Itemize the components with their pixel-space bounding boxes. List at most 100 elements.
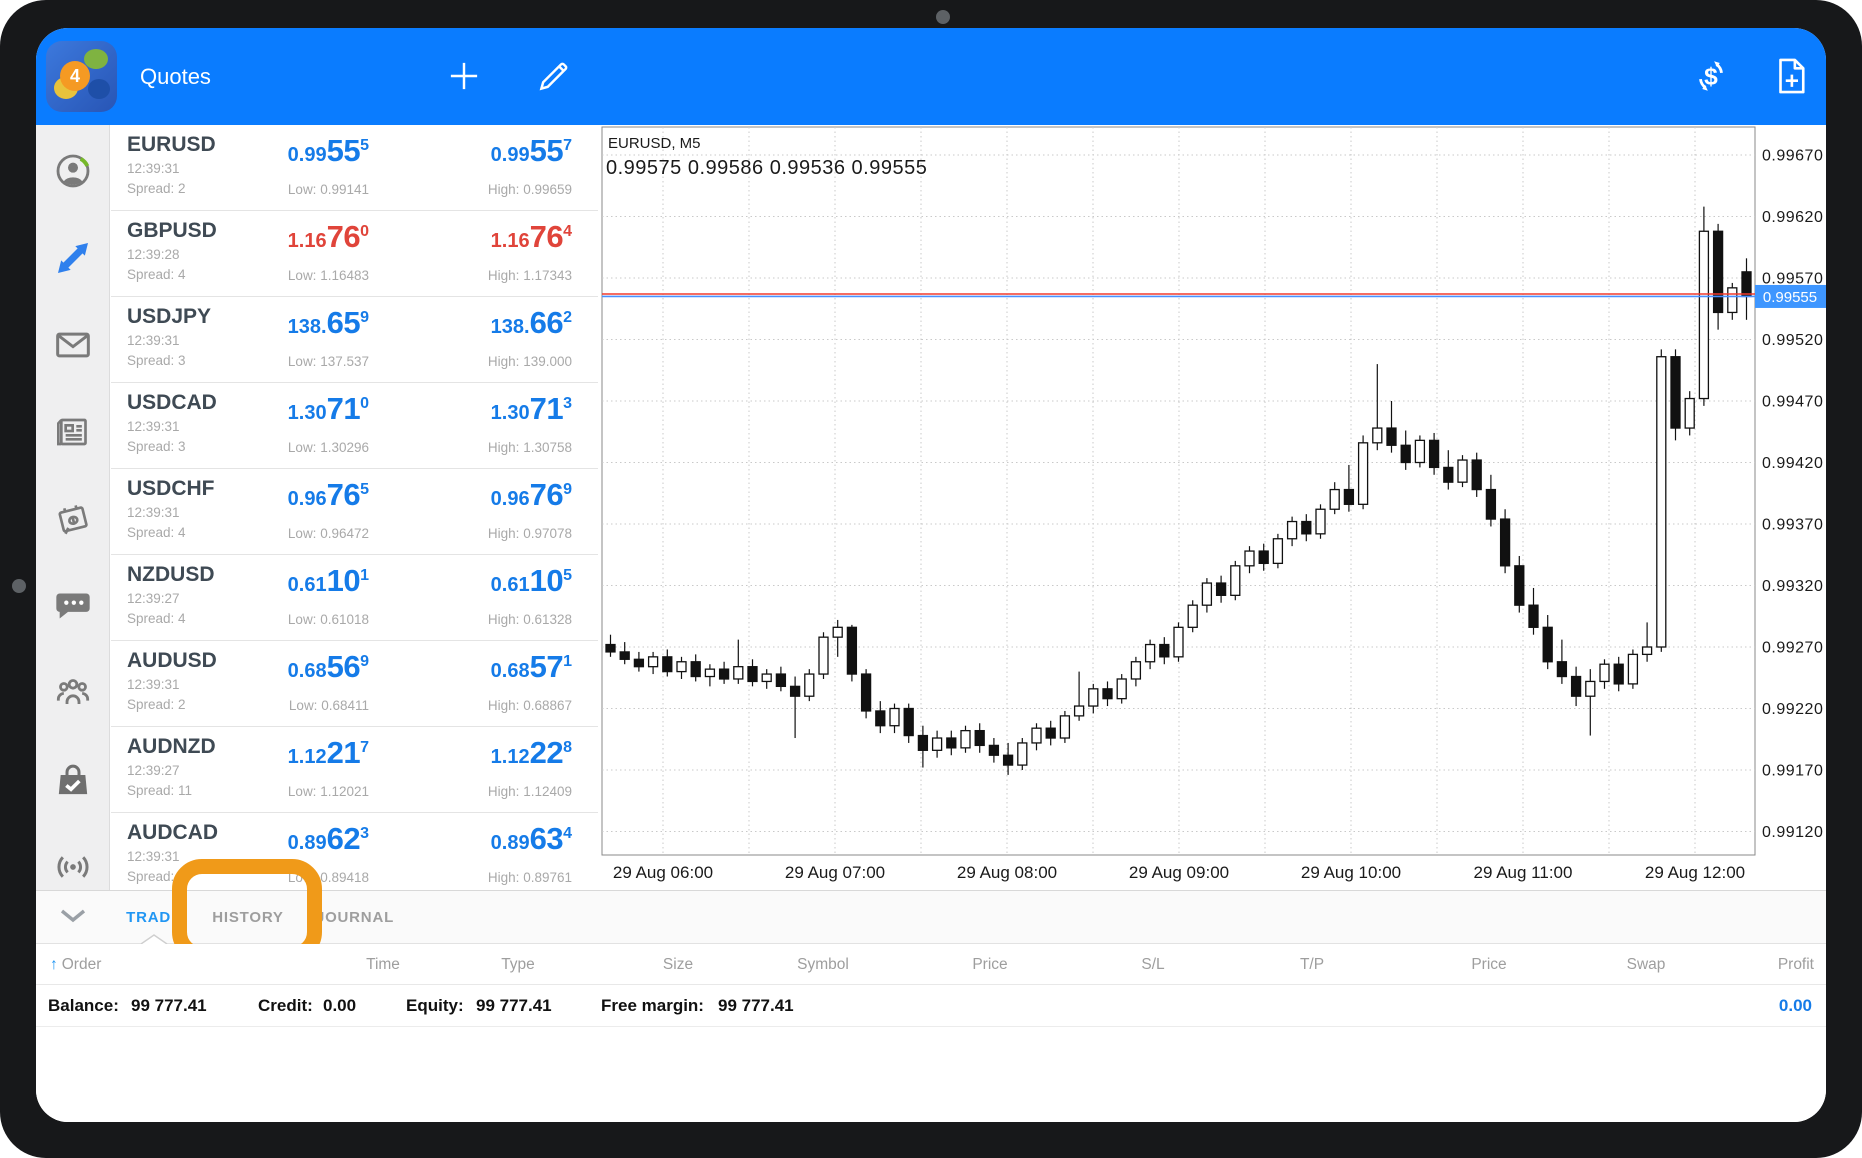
news-icon	[53, 418, 93, 456]
sidebar-item-account[interactable]	[53, 151, 93, 191]
quote-spread: Spread: 2	[127, 181, 186, 196]
quote-row-gbpusd[interactable]: GBPUSD 12:39:28 Spread: 4 1.16760 1.16764 Low…	[111, 211, 598, 297]
quote-time: 12:39:31	[127, 419, 180, 434]
quote-low: Low: 0.68411	[288, 698, 369, 713]
quote-high: High: 1.30758	[487, 440, 572, 455]
profit-value: 0.00	[1778, 996, 1812, 1015]
column-header-tp[interactable]: T/P	[1299, 956, 1325, 973]
tab-trade[interactable]: TRADE	[110, 909, 198, 926]
quote-symbol: EURUSD	[127, 133, 216, 156]
quote-row-usdcad[interactable]: USDCAD 12:39:31 Spread: 3 1.30710 1.30713 Low…	[111, 383, 598, 469]
column-header-symbol[interactable]: Symbol	[797, 956, 849, 973]
logo-badge-4: 4	[60, 61, 90, 91]
new-order-icon	[1770, 58, 1812, 100]
quote-row-audusd[interactable]: AUDUSD 12:39:31 Spread: 2 0.68569 0.68571 Low…	[111, 641, 598, 727]
quote-symbol: AUDNZD	[127, 735, 216, 758]
collapse-panel-button[interactable]	[36, 890, 110, 944]
quote-spread: Spread: 4	[127, 267, 186, 282]
edit-icon	[533, 62, 575, 100]
sidebar-item-calendar[interactable]	[53, 499, 93, 539]
quote-ask: 138.662	[490, 305, 572, 340]
top-app-bar: 4 Quotes $	[36, 28, 1826, 125]
column-header-size[interactable]: Size	[662, 956, 694, 973]
tab-journal[interactable]: JOURNAL	[298, 909, 412, 926]
quote-time: 12:39:31	[127, 677, 180, 692]
column-header-price[interactable]: Price	[972, 956, 1008, 973]
add-symbol-button[interactable]	[443, 55, 485, 97]
quote-row-usdchf[interactable]: USDCHF 12:39:31 Spread: 4 0.96765 0.96769 Low…	[111, 469, 598, 555]
edit-symbols-button[interactable]	[533, 55, 575, 97]
quote-low: Low: 0.99141	[287, 182, 369, 197]
quote-bid: 1.30710	[287, 391, 369, 426]
sidebar-item-community[interactable]	[53, 673, 93, 713]
quote-low: Low: 1.12021	[287, 784, 369, 799]
column-header-swap[interactable]: Swap	[1626, 956, 1666, 973]
sidebar-item-news[interactable]	[53, 412, 93, 452]
quote-high: High: 0.61328	[487, 612, 572, 627]
y-axis-tick: 0.99120	[1762, 824, 1823, 841]
mail-icon	[53, 332, 93, 369]
quote-ask: 1.30713	[490, 391, 572, 426]
column-header-profit[interactable]: Profit	[1777, 956, 1814, 973]
y-axis-tick: 0.99470	[1762, 394, 1823, 411]
x-axis-tick: 29 Aug 12:00	[1645, 863, 1745, 882]
mt4-app-logo[interactable]: 4	[46, 41, 117, 112]
quote-bid: 0.89623	[287, 821, 369, 856]
currency-exchange-icon: $	[1690, 61, 1732, 100]
column-header-type[interactable]: Type	[501, 956, 535, 973]
quote-row-nzdusd[interactable]: NZDUSD 12:39:27 Spread: 4 0.61101 0.61105 Low…	[111, 555, 598, 641]
account-icon	[53, 154, 93, 195]
terminal-panel: TRADE HISTORY JOURNAL ↑ Order Time Type Size Sy…	[36, 859, 1826, 1122]
sidebar-item-market[interactable]	[53, 760, 93, 800]
sidebar	[36, 125, 110, 890]
chart-panel[interactable]: 0.99670 0.99620 0.99570 0.99520 0.99470 0.994…	[598, 125, 1826, 890]
quote-ask: 0.96769	[490, 477, 572, 512]
quote-low: Low: 0.61018	[287, 612, 369, 627]
quote-high: High: 1.12409	[487, 784, 572, 799]
logo-sphere-green	[84, 49, 108, 69]
candlestick-chart[interactable]: 0.99670 0.99620 0.99570 0.99520 0.99470 0.994…	[598, 125, 1826, 890]
camera-dot-top	[936, 10, 950, 24]
new-order-button[interactable]	[1770, 55, 1812, 97]
quote-spread: Spread:	[127, 869, 175, 884]
currency-exchange-button[interactable]: $	[1690, 55, 1732, 97]
sidebar-item-mail[interactable]	[53, 325, 93, 365]
y-axis-tick: 0.99670	[1762, 148, 1823, 165]
quote-bid: 138.659	[287, 305, 369, 340]
quote-bid: 0.68569	[287, 649, 369, 684]
balance-value: 99 777.41	[131, 996, 207, 1015]
quote-high: High: 0.99659	[487, 182, 572, 197]
quote-spread: Spread: 2	[127, 697, 186, 712]
quote-high: High: 139.000	[487, 354, 572, 369]
y-axis-tick: 0.99270	[1762, 640, 1823, 657]
quote-time: 12:39:27	[127, 591, 180, 606]
quote-low: Low: 137.537	[287, 354, 369, 369]
column-header-sl[interactable]: S/L	[1141, 956, 1165, 973]
quote-row-audnzd[interactable]: AUDNZD 12:39:27 Spread: 11 1.12217 1.12228 Lo…	[111, 727, 598, 813]
quote-symbol: USDCHF	[127, 477, 215, 500]
x-axis-tick: 29 Aug 08:00	[957, 863, 1057, 882]
up-arrow-icon: ↑	[50, 956, 58, 973]
quote-symbol: GBPUSD	[127, 219, 217, 242]
column-header-order[interactable]: ↑ Order	[50, 956, 102, 973]
quote-symbol: AUDUSD	[127, 649, 217, 672]
metatrader-app-window: 4 Quotes $	[36, 28, 1826, 1122]
quote-time: 12:39:31	[127, 849, 180, 864]
quote-row-eurusd[interactable]: EURUSD 12:39:31 Spread: 2 0.99555 0.99557 Low…	[111, 125, 598, 211]
column-header-price[interactable]: Price	[1471, 956, 1507, 973]
quote-spread: Spread: 3	[127, 353, 186, 368]
free-margin-label: Free margin:	[601, 996, 704, 1015]
quote-symbol: USDJPY	[127, 305, 212, 328]
signals-icon	[53, 856, 93, 891]
orders-table-header: ↑ Order Time Type Size Symbol Price S/L T/P Price…	[36, 944, 1826, 985]
sidebar-item-chat[interactable]	[53, 586, 93, 626]
sidebar-item-signals[interactable]	[53, 847, 93, 887]
sidebar-item-trade[interactable]	[53, 238, 93, 278]
column-header-time[interactable]: Time	[366, 956, 400, 973]
balance-label: Balance:	[48, 996, 119, 1015]
quote-row-usdjpy[interactable]: USDJPY 12:39:31 Spread: 3 138.659 138.662 Low…	[111, 297, 598, 383]
quote-ask: 1.16764	[490, 219, 572, 254]
tab-history[interactable]: HISTORY	[198, 909, 298, 926]
quotes-list: EURUSD 12:39:31 Spread: 2 0.99555 0.99557 Low…	[111, 125, 598, 890]
